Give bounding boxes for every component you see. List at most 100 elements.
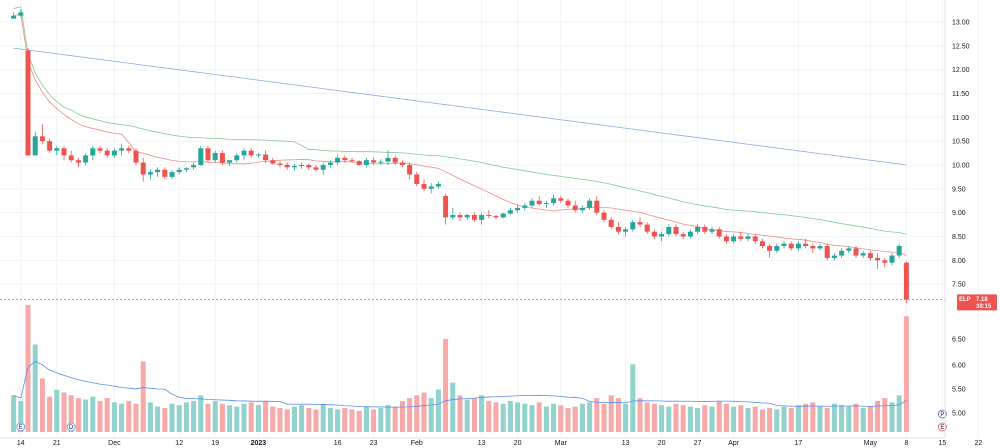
event-marker — [66, 422, 76, 432]
event-markers[interactable]: E D E P — [16, 409, 947, 432]
volume-bar — [234, 406, 240, 432]
candle-body — [407, 164, 413, 175]
candle-body — [83, 155, 89, 163]
volume-bar — [169, 403, 175, 432]
volume-bar — [162, 408, 168, 432]
volume-bar — [32, 344, 38, 432]
candle-body — [155, 169, 161, 173]
volume-bar — [471, 398, 477, 432]
time-tick-label: 20 — [658, 440, 666, 447]
candle-body — [601, 212, 607, 220]
volume-bar — [277, 408, 283, 432]
volume-bar — [335, 409, 341, 432]
candle-body — [392, 157, 398, 163]
volume-bar — [479, 395, 485, 432]
event-marker-label: E — [940, 425, 944, 431]
volume-bar — [68, 395, 74, 432]
candle-body — [176, 169, 182, 173]
time-axis[interactable]: 14 21 Dec 12 19 2023 16 23 Feb 13 20 Mar 13 20 27 Apr 17… — [17, 440, 982, 447]
candle-body — [378, 161, 384, 163]
candle-body — [54, 148, 60, 151]
volume-bar — [673, 403, 679, 432]
volume-bar — [637, 398, 643, 432]
candle-body — [356, 161, 362, 165]
candle-body — [803, 243, 809, 247]
volume-bar — [126, 400, 132, 432]
price-axis[interactable]: 13.00 12.50 12.00 11.50 11.00 10.50 10.00 9.50 9… — [944, 0, 970, 438]
candle-body — [162, 169, 168, 177]
volume-bar — [342, 408, 348, 432]
candle-body — [18, 12, 24, 16]
event-marker — [16, 422, 26, 432]
event-marker — [938, 422, 947, 432]
volume-bar — [781, 406, 787, 432]
candle-body — [133, 150, 139, 163]
candle-body — [795, 243, 801, 249]
volume-bar — [536, 402, 542, 432]
moving-averages — [13, 6, 907, 256]
volume-bar — [291, 406, 297, 432]
last-price-label: 7.18 — [976, 297, 988, 303]
price-tick-label: 12.50 — [952, 43, 970, 50]
volume-bar — [860, 408, 866, 432]
candles — [11, 10, 909, 304]
countdown-label: 38:15 — [976, 304, 992, 310]
candle-body — [702, 226, 708, 232]
time-tick-label: May — [864, 440, 878, 447]
volume-bar — [111, 402, 117, 432]
time-tick-label: 20 — [514, 440, 522, 447]
volume-bar — [47, 396, 53, 432]
volume-bar — [61, 392, 67, 432]
volume-bar — [119, 403, 125, 432]
volume-bar — [572, 406, 578, 432]
volume-tick-label: 6.50 — [952, 337, 966, 344]
volume-bar — [788, 408, 794, 432]
volume-bar — [839, 405, 845, 432]
volume-bar — [227, 405, 233, 432]
volume-bar — [795, 405, 801, 432]
candle-body — [479, 215, 485, 220]
volume-bar — [212, 400, 218, 432]
candle-body — [630, 222, 636, 230]
candle-body — [579, 207, 585, 211]
volume-bar — [579, 403, 585, 432]
candle-body — [104, 150, 110, 156]
candle-body — [493, 215, 499, 218]
candle-body — [443, 195, 449, 218]
volume-bar — [882, 398, 888, 432]
candle-body — [263, 154, 269, 161]
candle-body — [11, 15, 17, 19]
grid — [0, 0, 979, 439]
volume-bar — [327, 408, 333, 432]
candle-body — [644, 224, 650, 232]
candle-body — [486, 215, 492, 217]
candle-body — [32, 136, 38, 156]
volume-bar — [414, 395, 420, 432]
volume-bar — [853, 403, 859, 432]
volume-bar — [399, 400, 405, 432]
candle-body — [169, 172, 175, 177]
candle-body — [291, 165, 297, 168]
time-tick-label: 12 — [175, 440, 183, 447]
candle-body — [234, 155, 240, 161]
volume-bar — [421, 392, 427, 432]
candle-body — [867, 253, 873, 258]
time-tick-label: Dec — [108, 440, 121, 447]
candle-body — [615, 226, 621, 232]
candle-body — [61, 148, 67, 156]
volume-bar — [183, 402, 189, 432]
time-tick-label: 13 — [478, 440, 486, 447]
volume-moving-average — [13, 360, 907, 408]
candle-body — [781, 243, 787, 247]
volume-bar — [263, 400, 269, 432]
time-tick-label: Mar — [555, 440, 568, 447]
price-tick-label: 8.00 — [952, 258, 966, 265]
candle-body — [565, 200, 571, 206]
candle-body — [695, 226, 701, 232]
candle-body — [853, 248, 859, 256]
volume-bar — [594, 398, 600, 432]
candle-body — [723, 236, 729, 242]
candle-body — [241, 150, 247, 156]
candle-body — [450, 215, 456, 218]
